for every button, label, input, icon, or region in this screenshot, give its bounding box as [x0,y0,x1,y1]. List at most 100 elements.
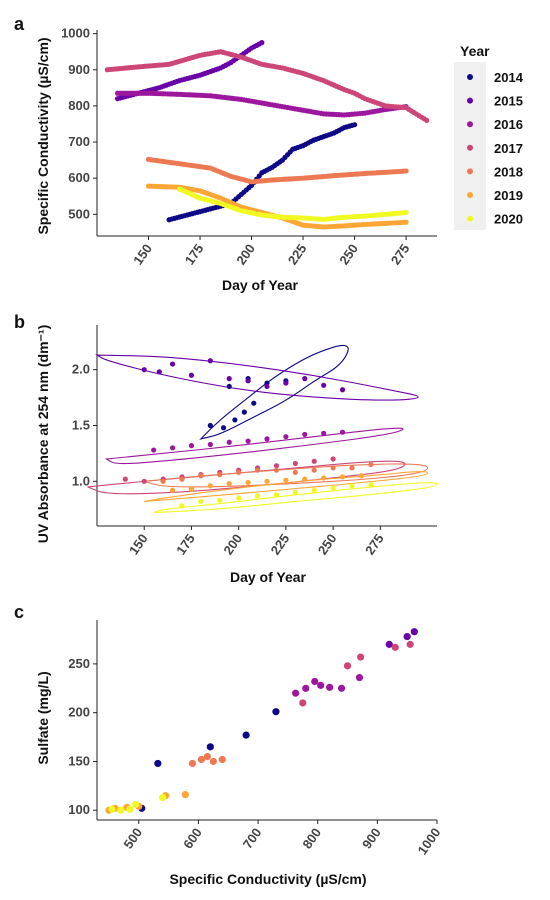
point-2018 [209,757,217,766]
panel-a-xlabel: Day of Year [222,277,299,293]
legend-label-2017: 2017 [494,141,523,156]
point-2017 [357,653,365,661]
series-2019 [169,473,365,493]
point-2018 [311,467,317,473]
point-2019 [207,483,213,489]
series-2018 [188,752,226,768]
panel-c-marks [105,628,418,814]
point-2018 [330,465,336,471]
point-2016 [311,677,319,686]
series-2016 [292,673,364,697]
point-2019 [403,219,409,225]
point-2020 [132,800,140,808]
point-2015 [403,632,411,641]
panel-c-letter: c [14,602,24,622]
panel-c-xtick-label: 700 [240,825,265,851]
point-2020 [349,483,355,489]
point-2020 [108,805,116,813]
point-2017 [273,463,280,469]
series-2015 [141,358,346,393]
point-2018 [198,473,204,479]
panel-b-ytick-label: 1.0 [72,473,90,488]
point-2018 [179,476,185,482]
ellipse-2020 [153,482,438,514]
series-2020 [176,186,409,222]
point-2017 [311,458,317,464]
point-2019 [226,480,232,487]
point-2018 [236,469,242,475]
point-2018 [218,755,226,764]
panel-c-ytick-label: 200 [68,705,90,720]
series-2016 [151,429,346,453]
point-2016 [264,436,270,442]
point-2016 [169,445,176,451]
point-2019 [358,473,365,479]
point-2018 [203,752,211,761]
point-2016 [321,430,327,436]
point-2019 [181,791,189,799]
point-2015 [156,369,162,375]
point-2015 [259,40,265,46]
panel-c-ytick-label: 100 [68,802,90,817]
point-2020 [198,498,204,505]
panel-a-ytick-label: 600 [68,170,90,185]
point-2017 [406,640,414,648]
panel-a-xtick-label: 175 [182,241,207,267]
point-2016 [355,673,364,682]
panel-c-xtick-label: 900 [359,825,384,851]
panel-a-ytick-label: 500 [68,206,90,221]
point-2020 [403,209,409,216]
panel-a-xtick-label: 275 [388,241,413,267]
point-2019 [283,477,289,483]
panel-c-xtick-label: 500 [120,825,145,851]
point-2014 [272,708,280,716]
panel-b-xtick-label: 150 [126,531,151,557]
legend-label-2019: 2019 [494,188,523,203]
point-2015 [410,628,418,636]
panel-b: b UV Absorbance at 254 nm (dm⁻¹) Day of … [14,312,438,585]
point-2019 [321,475,327,481]
series-2017 [104,49,430,123]
panel-b-letter: b [14,312,25,332]
point-2015 [188,372,195,378]
point-2020 [217,497,223,503]
point-2016 [151,447,157,453]
point-2018 [197,755,205,764]
point-2016 [207,441,213,448]
point-2014 [220,425,227,431]
point-2014 [207,422,213,429]
legend-label-2015: 2015 [494,94,523,109]
legend-swatch-2019 [467,192,473,198]
point-2015 [245,378,251,384]
series-2014 [207,376,289,431]
legend-swatch-2014 [467,74,473,80]
point-2018 [217,472,223,478]
series-2020 [108,793,167,814]
point-2018 [349,465,355,471]
series-2018 [145,156,409,185]
point-2019 [264,478,270,484]
point-2015 [283,380,289,386]
legend-swatch-2017 [467,144,473,151]
legend-label-2014: 2014 [494,70,524,85]
point-2014 [241,409,247,415]
point-2015 [226,376,232,382]
point-2020 [236,495,242,501]
legend-swatch-2015 [467,97,473,104]
panel-a-letter: a [14,14,25,34]
point-2017 [343,662,352,670]
panel-a-ytick-label: 700 [68,134,90,149]
panel-a-ytick-label: 800 [68,98,90,113]
point-2015 [339,387,346,393]
point-2020 [159,793,167,802]
panel-c: c Sulfate (mg/L) Specific Conductivity (… [14,602,443,887]
point-2014 [242,731,250,739]
point-2016 [326,683,334,691]
legend: Year 2014 2015 2016 2017 2018 2019 2020 [454,43,524,230]
panel-c-ytick-label: 250 [68,656,90,671]
legend-label-2016: 2016 [494,117,523,132]
point-2019 [188,486,195,492]
ellipse-2018 [144,463,429,488]
panel-b-ytick-label: 2.0 [72,362,90,377]
point-2016 [226,439,232,445]
